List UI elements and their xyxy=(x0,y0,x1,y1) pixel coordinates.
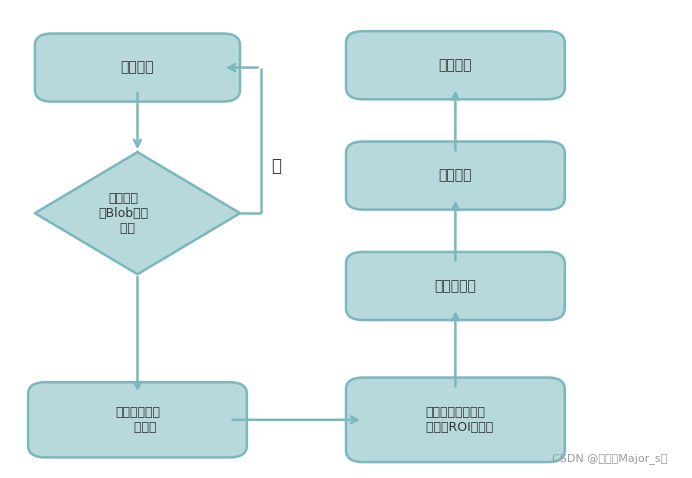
Text: 获得位置、角
    度信息: 获得位置、角 度信息 xyxy=(115,406,160,434)
FancyBboxPatch shape xyxy=(346,378,565,462)
Text: CSDN @茗君（Major_s）: CSDN @茗君（Major_s） xyxy=(552,454,667,465)
FancyBboxPatch shape xyxy=(346,31,565,99)
FancyBboxPatch shape xyxy=(28,382,247,457)
Text: 结果输出: 结果输出 xyxy=(439,58,472,72)
FancyBboxPatch shape xyxy=(346,252,565,320)
FancyBboxPatch shape xyxy=(346,141,565,210)
Text: 有无判定
（Blob、定
  位）: 有无判定 （Blob、定 位） xyxy=(99,192,149,235)
FancyBboxPatch shape xyxy=(35,33,240,102)
Text: 采集图像: 采集图像 xyxy=(120,61,154,75)
Text: 无: 无 xyxy=(271,157,281,175)
Text: 图像预处理: 图像预处理 xyxy=(435,279,476,293)
Text: 仿射变换（求变换
  矩阵、ROI变换）: 仿射变换（求变换 矩阵、ROI变换） xyxy=(418,406,493,434)
Polygon shape xyxy=(35,152,240,274)
Text: 图像处理: 图像处理 xyxy=(439,169,472,183)
